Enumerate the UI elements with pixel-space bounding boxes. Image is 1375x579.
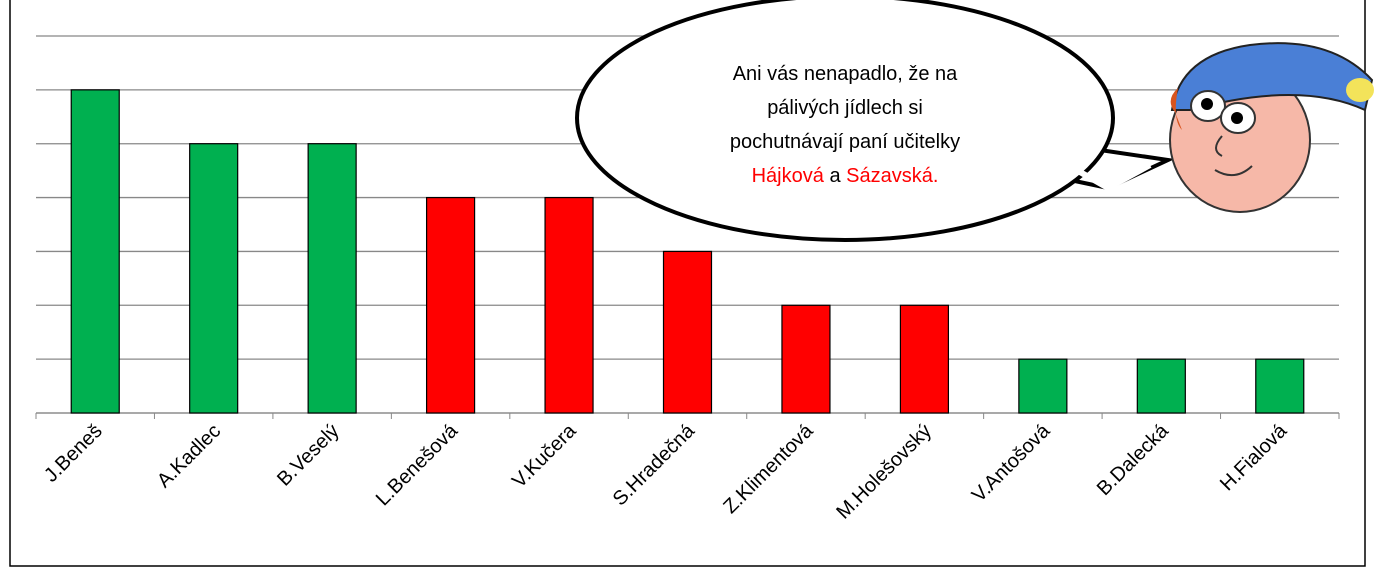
x-tick-label: V.Kučera xyxy=(508,419,581,492)
bubble-join xyxy=(1078,162,1152,192)
nose xyxy=(1215,135,1223,157)
pupil xyxy=(1231,112,1243,124)
pupil xyxy=(1201,98,1213,110)
cap xyxy=(1170,42,1374,112)
x-tick-label: M.Holešovský xyxy=(832,420,936,524)
bar xyxy=(899,304,950,414)
bar xyxy=(662,250,713,414)
mouth xyxy=(1214,165,1253,177)
x-tick-label: Z.Klimentová xyxy=(719,419,818,518)
hair xyxy=(1170,88,1182,130)
x-tick-label: B.Dalecká xyxy=(1093,419,1174,500)
bar xyxy=(189,143,239,414)
bar xyxy=(1136,358,1186,414)
speech-bubble xyxy=(575,0,1175,242)
x-tick-label: J.Beneš xyxy=(40,420,107,487)
bar xyxy=(1018,358,1068,414)
annotation-line: pochutnávají paní učitelky xyxy=(730,131,960,153)
annotation-line: Ani vás nenapadlo, že na xyxy=(733,63,958,85)
x-tick-label: V.Antošová xyxy=(968,419,1055,506)
bar xyxy=(781,304,831,414)
annotation-joiner: a xyxy=(829,165,841,187)
x-tick-label: A.Kadlec xyxy=(153,420,225,492)
bar xyxy=(544,196,594,414)
x-tick-label: H.Fialová xyxy=(1216,419,1292,495)
highlight-name: Sázavská. xyxy=(846,165,938,187)
x-tick-label: S.Hradečná xyxy=(609,419,700,510)
cartoon-face xyxy=(1169,42,1374,213)
x-tick-label: L.Benešová xyxy=(372,419,463,510)
bar xyxy=(70,89,120,414)
annotation-line: Hájková a Sázavská. xyxy=(752,165,939,187)
bar xyxy=(1255,358,1305,414)
highlight-name: Hájková xyxy=(752,165,825,187)
bar xyxy=(307,143,357,414)
pompom xyxy=(1346,78,1374,102)
bar xyxy=(425,196,476,414)
chart-frame xyxy=(9,0,1366,567)
x-tick-label: B.Veselý xyxy=(273,420,344,491)
annotation-line: pálivých jídlech si xyxy=(767,97,923,119)
bubble xyxy=(575,0,1115,242)
